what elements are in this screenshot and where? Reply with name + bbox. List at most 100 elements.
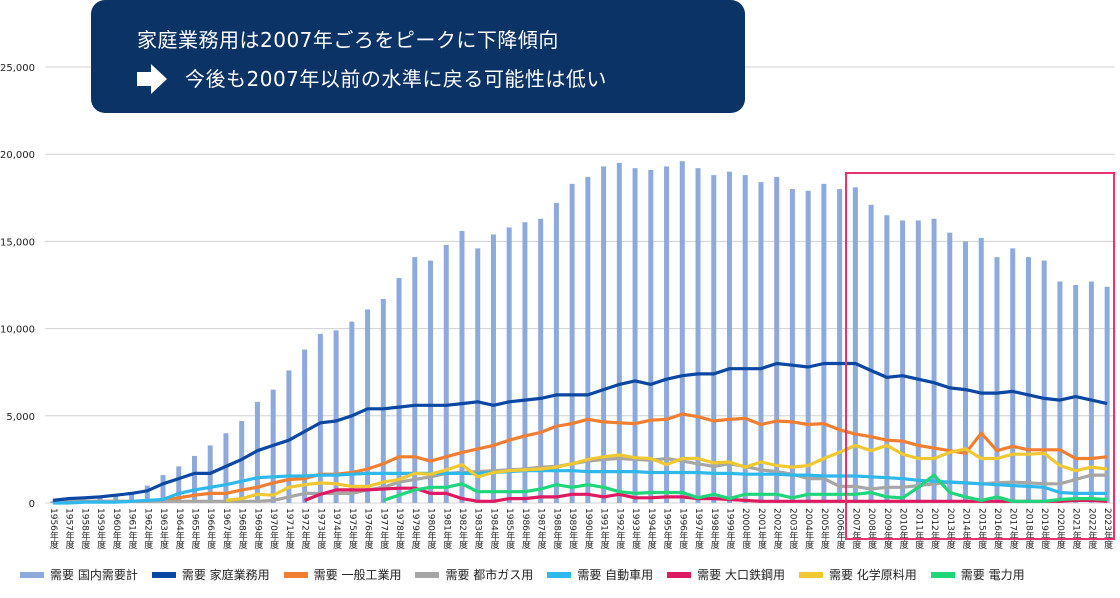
x-tick-label: 1993年度 bbox=[630, 508, 641, 550]
bar-1977年度 bbox=[380, 298, 386, 503]
legend-label: 需要 電力用 bbox=[960, 568, 1025, 582]
x-tick-label: 2002年度 bbox=[772, 508, 783, 550]
bar-1987年度 bbox=[538, 218, 544, 503]
x-tick-label: 1995年度 bbox=[662, 508, 673, 550]
bar-1990年度 bbox=[585, 176, 591, 503]
bar-2014年度 bbox=[963, 241, 969, 503]
x-tick-label: 1991年度 bbox=[599, 508, 610, 550]
bar-1980年度 bbox=[428, 260, 434, 503]
x-tick-label: 1969年度 bbox=[252, 508, 263, 550]
bar-2015年度 bbox=[978, 237, 984, 504]
legend-label: 需要 家庭業務用 bbox=[181, 568, 270, 582]
bar-2017年度 bbox=[1010, 248, 1016, 503]
callout-line2: 今後も2007年以前の水準に戻る可能性は低い bbox=[185, 67, 607, 91]
bar-1996年度 bbox=[679, 161, 685, 503]
x-tick-label: 1972年度 bbox=[300, 508, 311, 550]
legend-item: 需要 化学原料用 bbox=[798, 566, 917, 583]
x-tick-label: 2000年度 bbox=[740, 508, 751, 550]
x-tick-label: 1971年度 bbox=[284, 508, 295, 550]
x-tick-label: 1975年度 bbox=[347, 508, 358, 550]
x-tick-label: 1982年度 bbox=[457, 508, 468, 550]
x-tick-label: 2020年度 bbox=[1055, 508, 1066, 550]
bar-2016年度 bbox=[994, 257, 1000, 503]
x-tick-label: 1999年度 bbox=[724, 508, 735, 550]
x-tick-label: 2001年度 bbox=[756, 508, 767, 550]
legend-label: 需要 一般工業用 bbox=[313, 568, 402, 582]
bar-1973年度 bbox=[317, 333, 323, 503]
bar-1961年度 bbox=[129, 492, 135, 503]
x-tick-label: 1973年度 bbox=[315, 508, 326, 550]
y-tick-label: 20,000 bbox=[0, 150, 35, 161]
legend-swatch bbox=[415, 571, 440, 578]
x-tick-label: 2014年度 bbox=[961, 508, 972, 550]
bar-2005年度 bbox=[821, 183, 827, 503]
x-tick-label: 2007年度 bbox=[850, 508, 861, 550]
callout-box: 家庭業務用は2007年ごろをピークに下降傾向 今後も2007年以前の水準に戻る可… bbox=[91, 0, 745, 113]
series-line-5 bbox=[304, 486, 1108, 503]
x-tick-label: 1957年度 bbox=[64, 508, 75, 550]
legend-swatch bbox=[667, 571, 692, 578]
x-tick-label: 1976年度 bbox=[363, 508, 374, 550]
bar-1971年度 bbox=[286, 370, 292, 503]
legend-label: 需要 都市ガス用 bbox=[445, 568, 534, 582]
x-tick-label: 1974年度 bbox=[331, 508, 342, 550]
legend: 需要 国内需要計 需要 家庭業務用 需要 一般工業用 需要 都市ガス用 需要 自動車用 需… bbox=[20, 566, 1025, 583]
x-tick-label: 1979年度 bbox=[410, 508, 421, 550]
bar-1985年度 bbox=[506, 227, 512, 503]
bar-2023年度 bbox=[1104, 286, 1110, 503]
series-line-6 bbox=[225, 443, 1108, 502]
x-tick-label: 1989年度 bbox=[567, 508, 578, 550]
x-tick-label: 2011年度 bbox=[913, 508, 924, 550]
bar-1968年度 bbox=[239, 421, 245, 503]
bar-2013年度 bbox=[947, 232, 953, 503]
legend-label: 需要 国内需要計 bbox=[50, 568, 138, 582]
legend-swatch bbox=[20, 571, 44, 578]
x-tick-label: 2013年度 bbox=[945, 508, 956, 550]
x-tick-label: 2019年度 bbox=[1039, 508, 1050, 550]
bar-1972年度 bbox=[302, 349, 308, 503]
x-tick-label: 2012年度 bbox=[929, 508, 940, 550]
bar-1984年度 bbox=[490, 234, 496, 503]
bar-2010年度 bbox=[900, 220, 906, 504]
x-tick-label: 1967年度 bbox=[221, 508, 232, 550]
legend-item: 需要 都市ガス用 bbox=[415, 566, 533, 583]
bar-1965年度 bbox=[191, 455, 197, 503]
x-tick-label: 2015年度 bbox=[976, 508, 987, 550]
x-tick-label: 2022年度 bbox=[1086, 508, 1097, 550]
bar-1992年度 bbox=[616, 162, 622, 504]
x-tick-label: 1965年度 bbox=[189, 508, 200, 550]
x-tick-label: 1963年度 bbox=[158, 508, 169, 550]
bar-1989年度 bbox=[569, 183, 575, 503]
x-tick-label: 1962年度 bbox=[142, 508, 153, 550]
legend-label: 需要 化学原料用 bbox=[828, 568, 917, 582]
x-tick-label: 2010年度 bbox=[898, 508, 909, 550]
bar-1978年度 bbox=[396, 278, 402, 503]
x-tick-label: 1960年度 bbox=[111, 508, 122, 550]
bar-1962年度 bbox=[144, 485, 150, 503]
legend-item: 需要 電力用 bbox=[930, 566, 1025, 583]
x-tick-label: 2017年度 bbox=[1008, 508, 1019, 550]
bar-1993年度 bbox=[632, 168, 638, 504]
bar-2003年度 bbox=[789, 189, 795, 503]
x-tick-label: 2005年度 bbox=[819, 508, 830, 550]
bar-2021年度 bbox=[1073, 285, 1079, 503]
legend-swatch bbox=[547, 571, 572, 578]
bar-1975年度 bbox=[349, 321, 355, 503]
bar-2009年度 bbox=[884, 215, 890, 504]
x-tick-label: 1958年度 bbox=[79, 508, 90, 550]
x-tick-label: 1996年度 bbox=[677, 508, 688, 550]
bar-1999年度 bbox=[726, 171, 732, 503]
legend-swatch bbox=[283, 571, 308, 578]
x-tick-label: 2016年度 bbox=[992, 508, 1003, 550]
y-tick-label: 0 bbox=[29, 499, 35, 510]
x-tick-label: 1966年度 bbox=[205, 508, 216, 550]
callout-line1: 家庭業務用は2007年ごろをピークに下降傾向 bbox=[137, 28, 559, 52]
bar-1994年度 bbox=[648, 169, 654, 503]
series-lines bbox=[52, 361, 1108, 505]
x-tick-label: 1961年度 bbox=[127, 508, 138, 550]
series-line-1 bbox=[52, 361, 1108, 502]
bar-2004年度 bbox=[805, 190, 811, 503]
legend-item: 需要 一般工業用 bbox=[283, 566, 402, 583]
x-tick-label: 1994年度 bbox=[646, 508, 657, 550]
x-axis: 1956年度 1957年度 1958年度 1959年度 1960年度 1961年度 1962… bbox=[48, 508, 1113, 550]
